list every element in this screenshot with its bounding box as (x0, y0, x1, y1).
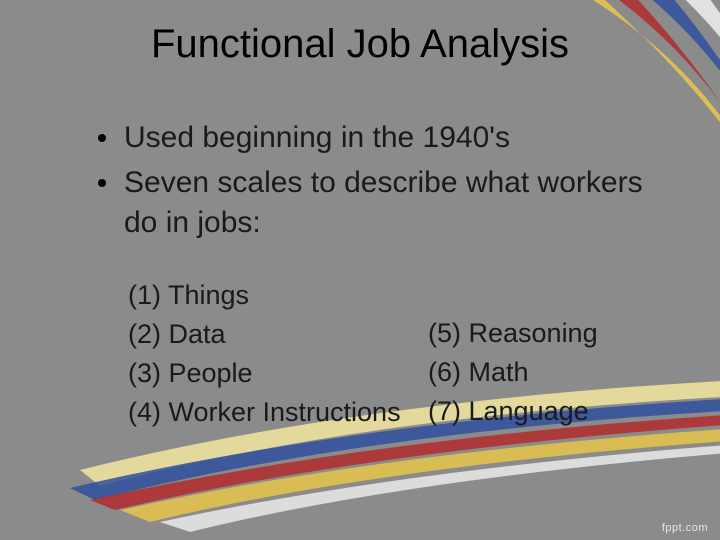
bullet-list: Used beginning in the 1940's Seven scale… (98, 118, 660, 248)
scale-item: (1) Things (128, 276, 428, 315)
swoosh-top (0, 0, 720, 540)
bullet-text: Seven scales to describe what workers do… (124, 163, 660, 244)
slide-title: Functional Job Analysis (0, 22, 720, 67)
bullet-dot-icon (98, 179, 106, 187)
scale-item: (2) Data (128, 315, 428, 354)
scale-item: (5) Reasoning (428, 314, 598, 353)
scales-columns: (1) Things (2) Data (3) People (4) Worke… (128, 276, 680, 433)
bullet-dot-icon (98, 134, 106, 142)
scale-item: (6) Math (428, 353, 598, 392)
bullet-item: Seven scales to describe what workers do… (98, 163, 660, 244)
bullet-item: Used beginning in the 1940's (98, 118, 660, 159)
scale-item: (3) People (128, 354, 428, 393)
scale-item: (4) Worker Instructions (128, 393, 428, 432)
footer-attribution: fppt.com (662, 522, 708, 534)
scales-col-left: (1) Things (2) Data (3) People (4) Worke… (128, 276, 428, 433)
scales-col-right: (5) Reasoning (6) Math (7) Language (428, 276, 598, 433)
swoosh-bottom (0, 0, 720, 540)
bullet-text: Used beginning in the 1940's (124, 118, 510, 159)
slide: Functional Job Analysis Used beginning i… (0, 0, 720, 540)
scale-item: (7) Language (428, 392, 598, 431)
